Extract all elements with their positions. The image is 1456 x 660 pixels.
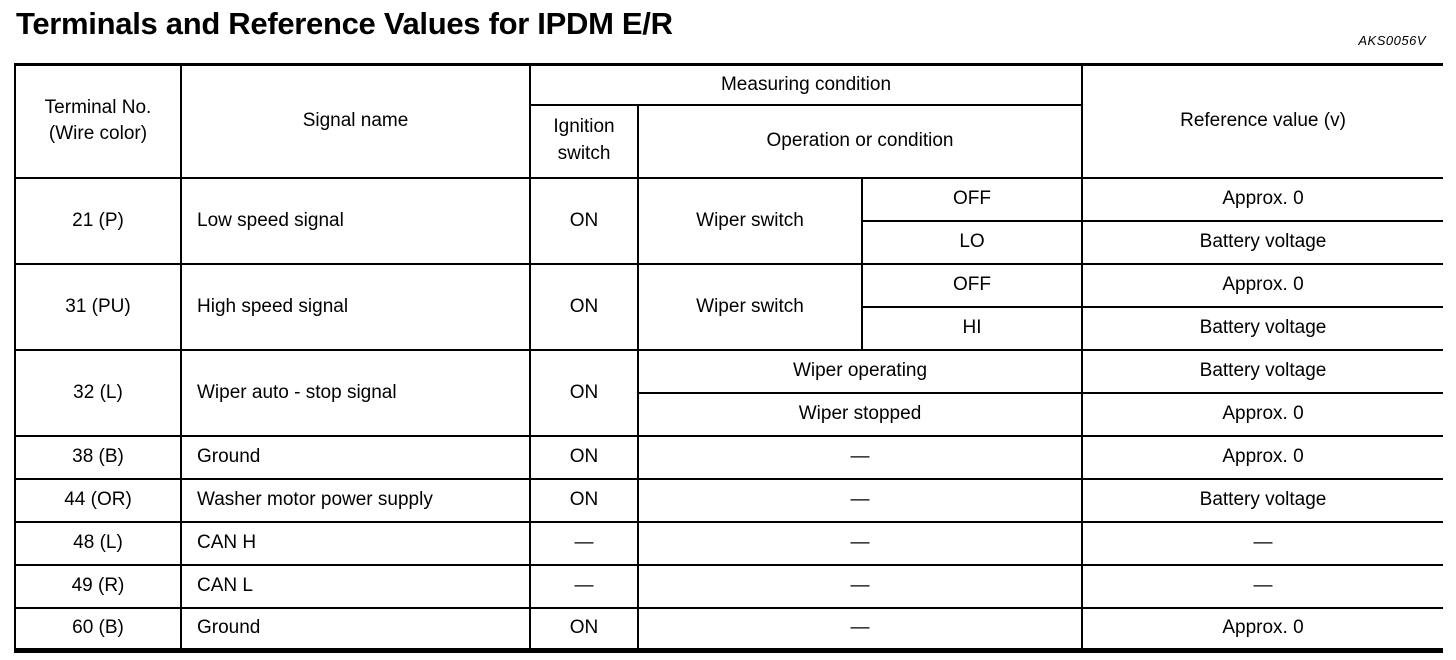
ignition-switch-cell: ON: [529, 262, 639, 351]
operation-cell: Wiper switch: [637, 262, 863, 351]
figure-code: AKS0056V: [1358, 33, 1426, 48]
ignition-switch-cell: ON: [529, 348, 639, 437]
terminal-cell: 32 (L): [14, 348, 182, 437]
table-row: 21 (P) Low speed signal ON Wiper switch …: [14, 176, 1444, 265]
terminal-cell: 60 (B): [14, 606, 182, 652]
condition-state-cell: OFF: [860, 262, 1084, 308]
ignition-switch-cell: ON: [529, 477, 639, 523]
page-title: Terminals and Reference Values for IPDM …: [16, 6, 673, 41]
signal-name-cell: Low speed signal: [180, 176, 531, 265]
condition-state-cell: HI: [860, 305, 1084, 351]
signal-name-cell: Ground: [180, 606, 531, 652]
operation-cell: —: [636, 477, 1084, 523]
condition-state-cell: Wiper stopped: [636, 391, 1084, 437]
header-signal-name: Signal name: [180, 63, 531, 179]
header-measuring-condition: Measuring condition: [528, 63, 1084, 106]
signal-name-cell: Washer motor power supply: [180, 477, 531, 523]
operation-cell: —: [636, 606, 1084, 652]
terminal-cell: 44 (OR): [14, 477, 182, 523]
terminal-cell: 38 (B): [14, 434, 182, 480]
ignition-switch-cell: —: [529, 563, 639, 609]
table-row: LO Battery voltage: [15, 219, 1444, 265]
table-row: Wiper stopped Approx. 0: [15, 391, 1444, 437]
header-operation-condition: Operation or condition: [636, 103, 1083, 179]
signal-name-cell: Wiper auto - stop signal: [180, 348, 531, 437]
table-row: 31 (PU) High speed signal ON Wiper switc…: [14, 262, 1444, 351]
signal-name-cell: CAN H: [180, 520, 531, 566]
ignition-switch-cell: ON: [529, 606, 639, 652]
terminal-cell: 49 (R): [14, 563, 182, 609]
operation-cell: Wiper switch: [637, 176, 863, 265]
table-row: HI Battery voltage: [15, 305, 1444, 351]
table-row: 49 (R) CAN L — — —: [14, 563, 1444, 609]
reference-value-cell: Approx. 0: [1081, 434, 1444, 480]
terminal-cell: 31 (PU): [14, 262, 182, 351]
operation-cell: —: [636, 520, 1084, 566]
header-reference-value: Reference value (v): [1081, 63, 1444, 179]
operation-cell: —: [636, 563, 1084, 609]
reference-value-cell: —: [1081, 520, 1444, 566]
table-row: 60 (B) Ground ON — Approx. 0: [14, 606, 1444, 652]
ignition-switch-cell: ON: [529, 176, 639, 265]
table-row: 48 (L) CAN H — — —: [14, 520, 1444, 566]
signal-name-cell: Ground: [180, 434, 531, 480]
condition-state-cell: Wiper operating: [636, 348, 1084, 394]
ignition-switch-cell: —: [529, 520, 639, 566]
table-row: 38 (B) Ground ON — Approx. 0: [14, 434, 1444, 480]
signal-name-cell: CAN L: [180, 563, 531, 609]
reference-value-cell: Approx. 0: [1081, 262, 1444, 308]
reference-value-cell: —: [1081, 563, 1444, 609]
terminal-cell: 48 (L): [14, 520, 182, 566]
table-row: 44 (OR) Washer motor power supply ON — B…: [14, 477, 1444, 523]
signal-name-cell: High speed signal: [180, 262, 531, 351]
condition-state-cell: LO: [860, 219, 1084, 265]
reference-value-cell: Approx. 0: [1081, 176, 1444, 222]
condition-state-cell: OFF: [860, 176, 1084, 222]
header-terminal-no: Terminal No. (Wire color): [14, 63, 182, 179]
reference-value-cell: Battery voltage: [1081, 305, 1444, 351]
terminals-reference-table: Terminal No. (Wire color) Signal name Me…: [14, 63, 1444, 653]
reference-value-cell: Battery voltage: [1081, 477, 1444, 523]
table-row: 32 (L) Wiper auto - stop signal ON Wiper…: [14, 348, 1444, 437]
reference-value-cell: Approx. 0: [1081, 606, 1444, 652]
operation-cell: —: [636, 434, 1084, 480]
terminal-cell: 21 (P): [14, 176, 182, 265]
reference-value-cell: Battery voltage: [1081, 348, 1444, 394]
ignition-switch-cell: ON: [529, 434, 639, 480]
reference-value-cell: Battery voltage: [1081, 219, 1444, 265]
reference-value-cell: Approx. 0: [1081, 391, 1444, 437]
header-ignition-switch: Ignition switch: [529, 103, 639, 179]
